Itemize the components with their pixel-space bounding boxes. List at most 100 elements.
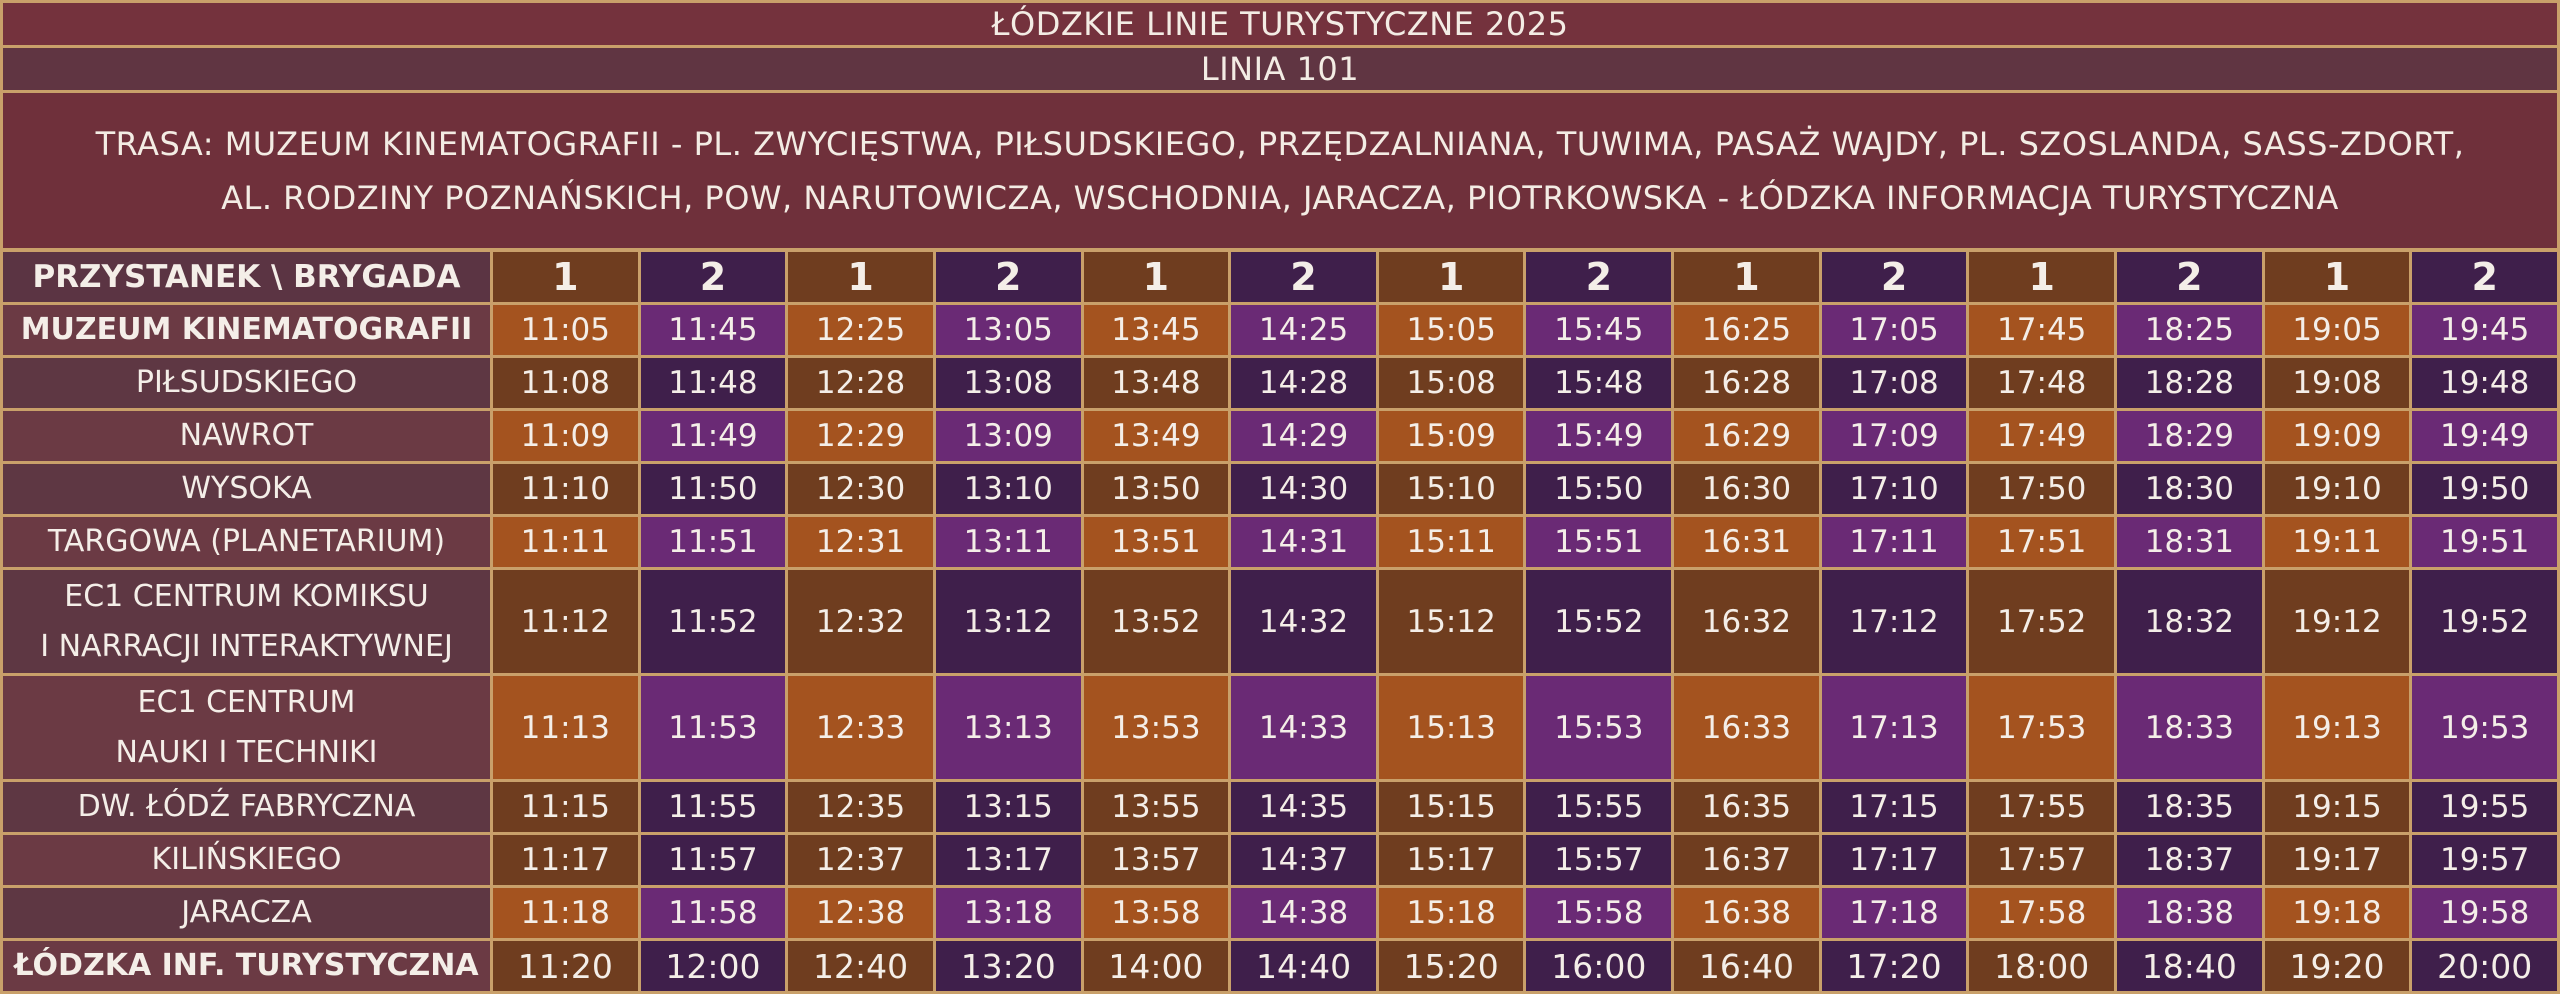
departure-time: 17:09 — [1821, 411, 1967, 461]
departure-time: 16:25 — [1674, 305, 1819, 355]
departure-time: 15:09 — [1378, 411, 1524, 461]
brigade-header: 2 — [2117, 252, 2262, 302]
departure-time: 12:00 — [640, 941, 786, 991]
departure-time: 13:10 — [935, 464, 1081, 514]
departure-time: 16:38 — [1674, 888, 1819, 938]
departure-time: 12:32 — [788, 570, 933, 673]
departure-time: 13:57 — [1083, 835, 1229, 885]
departure-time: 13:53 — [1083, 676, 1229, 779]
departure-time: 17:08 — [1821, 358, 1967, 408]
departure-time: 14:33 — [1231, 676, 1376, 779]
departure-time: 11:10 — [493, 464, 638, 514]
departure-time: 16:30 — [1674, 464, 1819, 514]
brigade-header-row: Przystanek \ Brygada 1 2 1 2 1 2 1 2 1 2… — [3, 252, 2557, 302]
departure-time: 19:53 — [2412, 676, 2557, 779]
departure-time: 13:05 — [935, 305, 1081, 355]
departure-time: 14:31 — [1231, 517, 1376, 567]
brigade-header: 2 — [1231, 252, 1376, 302]
departure-time: 17:15 — [1821, 782, 1967, 832]
departure-time: 17:20 — [1821, 941, 1967, 991]
stop-name-line: EC1 Centrum — [137, 684, 356, 720]
departure-time: 15:13 — [1378, 676, 1524, 779]
departure-time: 11:51 — [640, 517, 786, 567]
departure-time: 13:58 — [1083, 888, 1229, 938]
departure-time: 16:33 — [1674, 676, 1819, 779]
stop-name-line: Nauki i Techniki — [115, 734, 378, 770]
departure-time: 19:17 — [2264, 835, 2410, 885]
departure-time: 11:12 — [493, 570, 638, 673]
stop-row: Kilińskiego 11:17 11:57 12:37 13:17 13:57 14:3… — [3, 835, 2557, 885]
departure-time: 17:45 — [1969, 305, 2115, 355]
departure-time: 16:37 — [1674, 835, 1819, 885]
departure-time: 13:50 — [1083, 464, 1229, 514]
departure-time: 15:48 — [1526, 358, 1672, 408]
departure-time: 19:48 — [2412, 358, 2557, 408]
departure-time: 11:20 — [493, 941, 638, 991]
departure-time: 12:40 — [788, 941, 933, 991]
departure-time: 15:51 — [1526, 517, 1672, 567]
route-line-2: Al. Rodziny Poznańskich, POW, Narutowicz… — [221, 178, 2339, 217]
brigade-header: 1 — [1083, 252, 1229, 302]
departure-time: 17:49 — [1969, 411, 2115, 461]
departure-time: 13:18 — [935, 888, 1081, 938]
stop-name: EC1 Centrum Komiksu i Narracji Interaktyw… — [3, 570, 490, 673]
departure-time: 19:09 — [2264, 411, 2410, 461]
departure-time: 15:11 — [1378, 517, 1524, 567]
departure-time: 15:17 — [1378, 835, 1524, 885]
brigade-header: 1 — [2264, 252, 2410, 302]
stop-row: Łódzka Inf. Turystyczna 11:20 12:00 12:40 13… — [3, 941, 2557, 991]
departure-time: 17:05 — [1821, 305, 1967, 355]
departure-time: 15:57 — [1526, 835, 1672, 885]
header-stop-brigade: Przystanek \ Brygada — [3, 252, 490, 302]
departure-time: 19:12 — [2264, 570, 2410, 673]
departure-time: 15:20 — [1378, 941, 1524, 991]
departure-time: 11:58 — [640, 888, 786, 938]
departure-time: 16:31 — [1674, 517, 1819, 567]
stop-name: Dw. Łódź Fabryczna — [3, 782, 490, 832]
departure-time: 12:35 — [788, 782, 933, 832]
brigade-header: 1 — [1674, 252, 1819, 302]
departure-time: 12:33 — [788, 676, 933, 779]
departure-time: 14:37 — [1231, 835, 1376, 885]
departure-time: 17:12 — [1821, 570, 1967, 673]
departure-time: 15:45 — [1526, 305, 1672, 355]
departure-time: 19:08 — [2264, 358, 2410, 408]
stop-name-line: EC1 Centrum Komiksu — [64, 578, 429, 614]
departure-time: 12:28 — [788, 358, 933, 408]
departure-time: 17:50 — [1969, 464, 2115, 514]
stop-name: Kilińskiego — [3, 835, 490, 885]
stop-name: EC1 Centrum Nauki i Techniki — [3, 676, 490, 779]
departure-time: 15:08 — [1378, 358, 1524, 408]
departure-time: 14:25 — [1231, 305, 1376, 355]
departure-time: 19:13 — [2264, 676, 2410, 779]
departure-time: 14:32 — [1231, 570, 1376, 673]
departure-time: 18:33 — [2117, 676, 2262, 779]
brigade-header: 1 — [1969, 252, 2115, 302]
departure-time: 11:15 — [493, 782, 638, 832]
departure-time: 18:30 — [2117, 464, 2262, 514]
departure-time: 11:13 — [493, 676, 638, 779]
brigade-header: 2 — [1821, 252, 1967, 302]
departure-time: 19:11 — [2264, 517, 2410, 567]
brigade-header: 2 — [2412, 252, 2557, 302]
stop-row: Jaracza 11:18 11:58 12:38 13:18 13:58 14:38 15:… — [3, 888, 2557, 938]
departure-time: 13:45 — [1083, 305, 1229, 355]
departure-time: 17:51 — [1969, 517, 2115, 567]
departure-time: 11:08 — [493, 358, 638, 408]
departure-time: 15:53 — [1526, 676, 1672, 779]
stop-row: Piłsudskiego 11:08 11:48 12:28 13:08 13:48 14:… — [3, 358, 2557, 408]
departure-time: 17:57 — [1969, 835, 2115, 885]
departure-time: 15:05 — [1378, 305, 1524, 355]
departure-time: 19:20 — [2264, 941, 2410, 991]
departure-time: 14:30 — [1231, 464, 1376, 514]
departure-time: 14:38 — [1231, 888, 1376, 938]
departure-time: 16:35 — [1674, 782, 1819, 832]
departure-time: 16:40 — [1674, 941, 1819, 991]
departure-time: 12:25 — [788, 305, 933, 355]
departure-time: 15:18 — [1378, 888, 1524, 938]
departure-time: 15:15 — [1378, 782, 1524, 832]
departure-time: 13:49 — [1083, 411, 1229, 461]
departure-time: 19:05 — [2264, 305, 2410, 355]
departure-time: 19:58 — [2412, 888, 2557, 938]
departure-time: 19:10 — [2264, 464, 2410, 514]
